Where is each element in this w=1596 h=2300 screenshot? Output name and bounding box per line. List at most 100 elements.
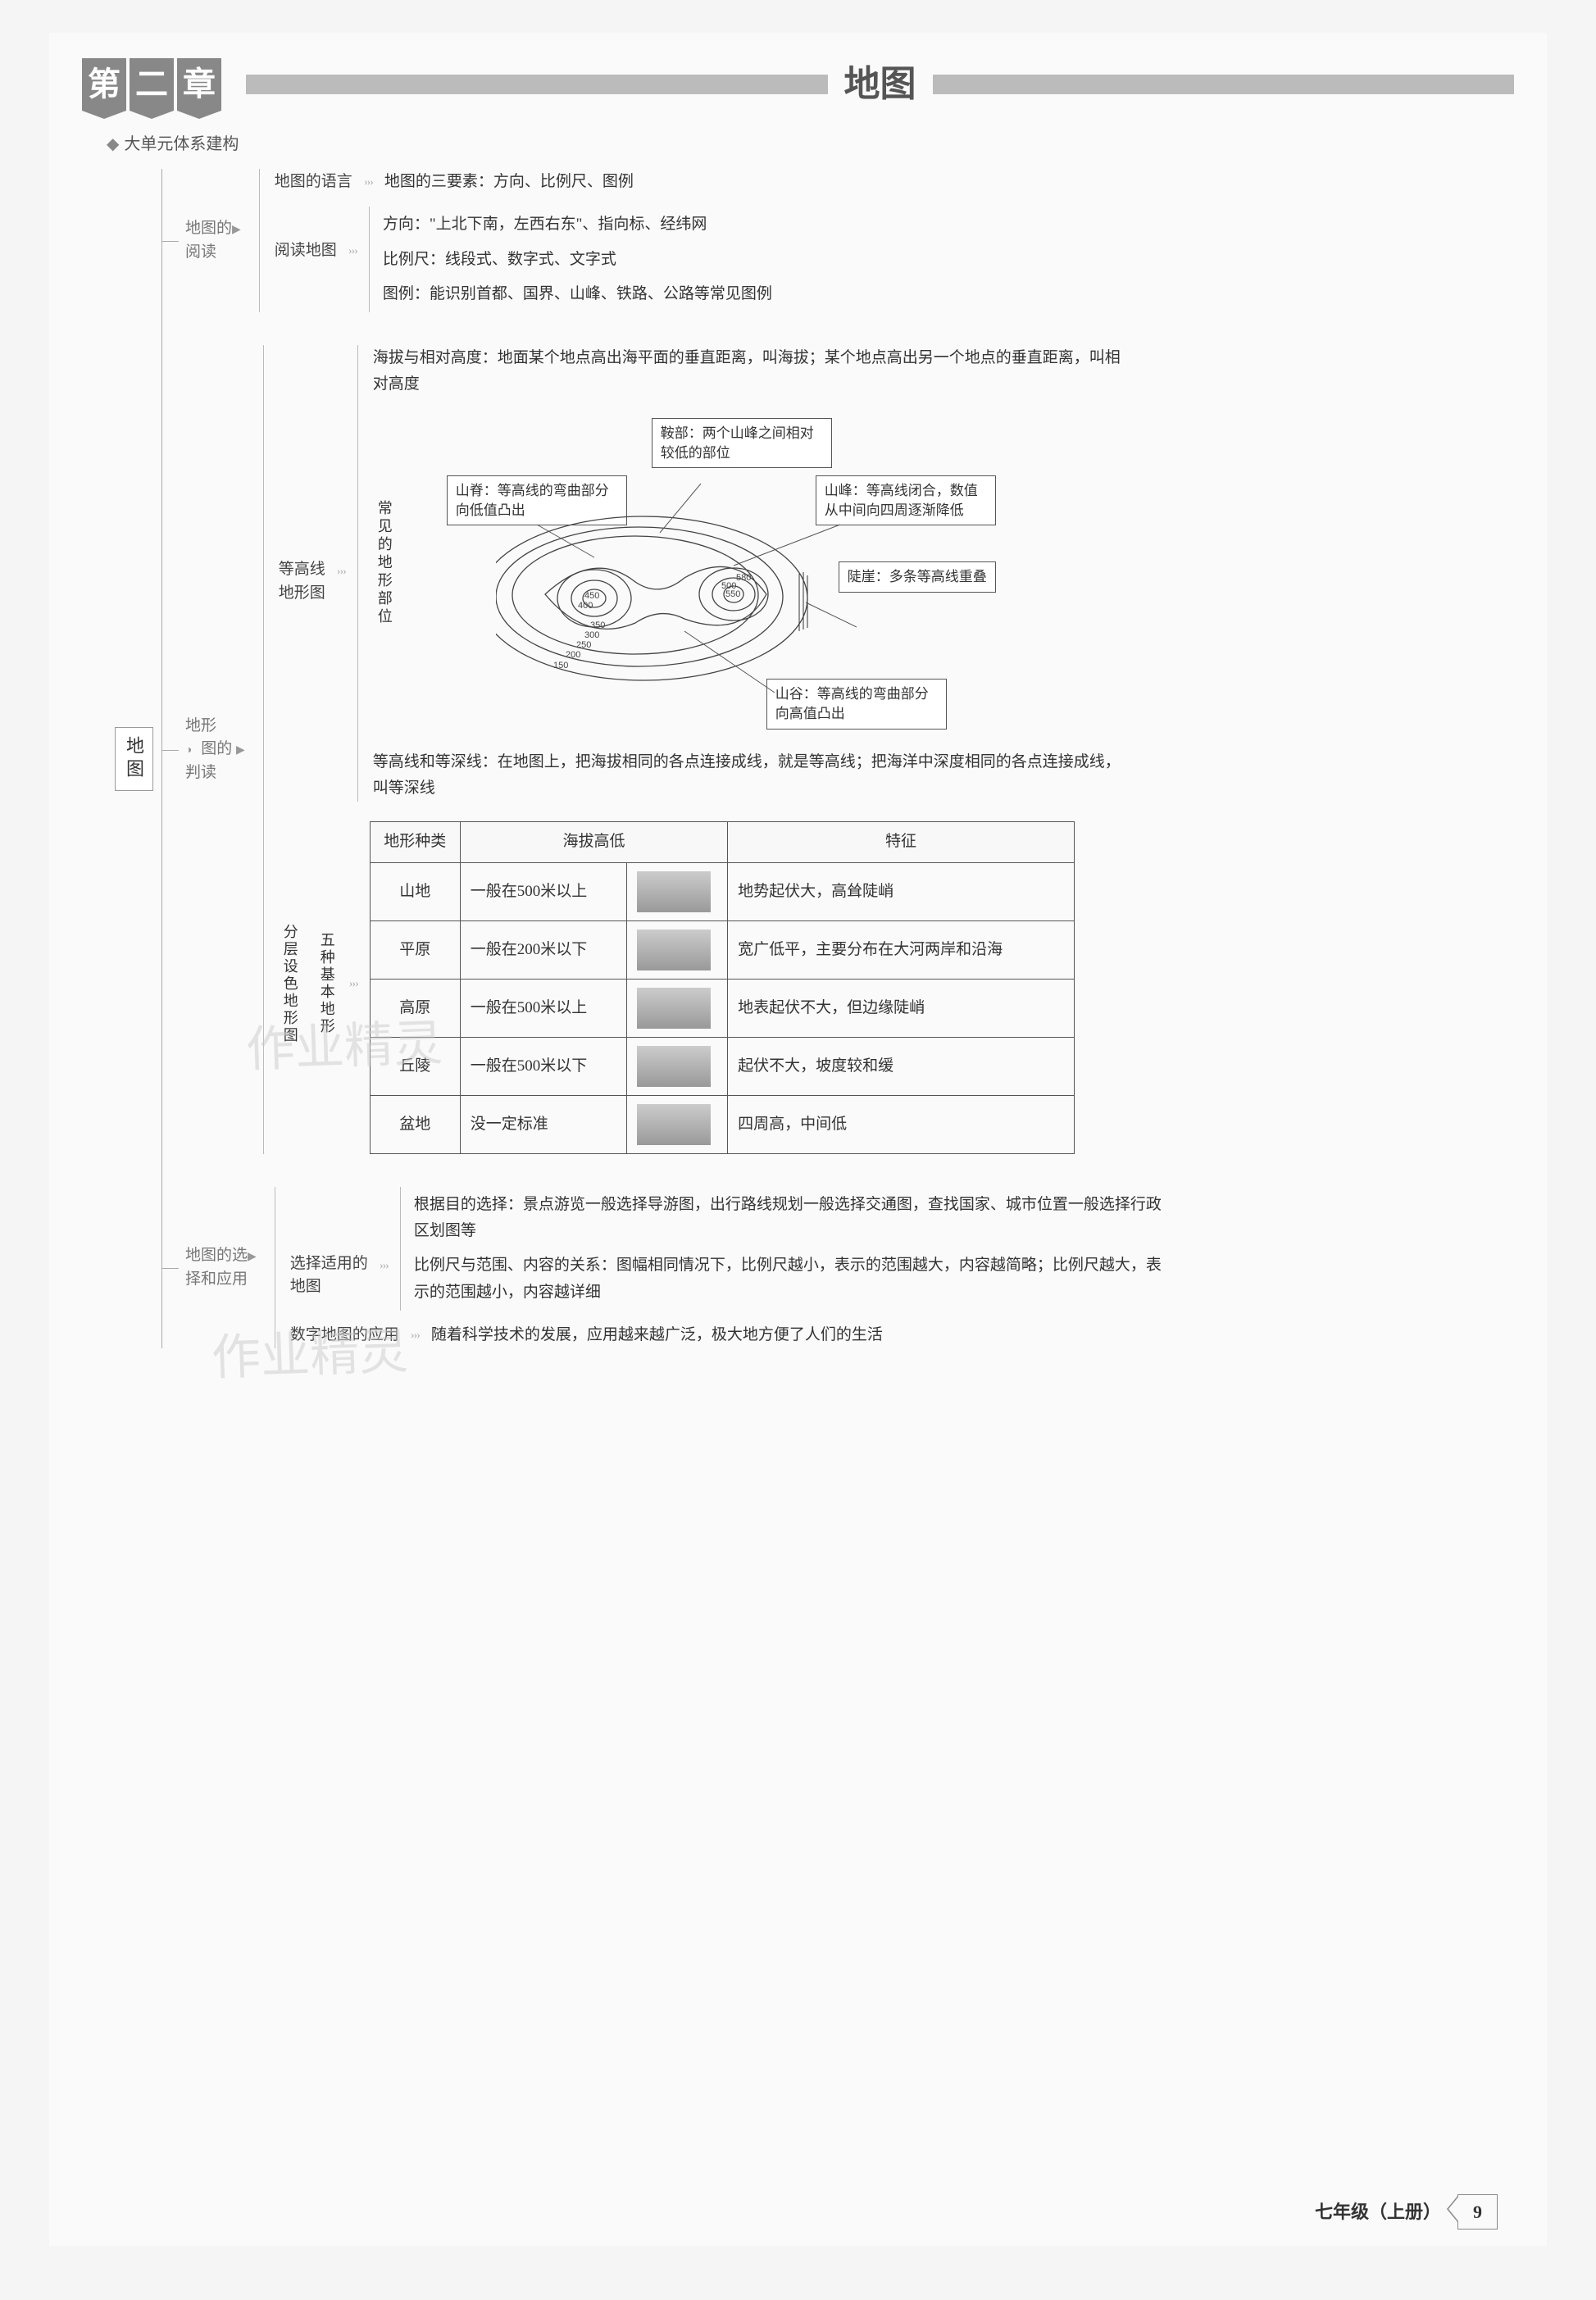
chapter-title: 地图 [844, 57, 916, 111]
select-map-items: 根据目的选择：景点游览一般选择导游图，出行路线规划一般选择交通图，查找国家、城市… [400, 1187, 1168, 1311]
read-item-scale: 比例尺：线段式、数字式、文字式 [383, 247, 772, 273]
branch-usage: 地图的选▶择和应用 选择适用的地图 ››› 根据目的选择：景点游览一般选择导游图… [162, 1187, 1168, 1348]
contour-summary: 等高线和等深线：在地图上，把海拔相同的各点连接成线，就是等高线；把海洋中深度相同… [373, 749, 1127, 802]
svg-text:580: 580 [736, 573, 751, 583]
title-bar-right [933, 75, 1515, 94]
branch-terrain: 地形◑ 图的 ▶判读 等高线地形图 ››› 海拔与相对高度：地面某个地点高出海平… [162, 345, 1168, 1154]
cell-feature: 宽广低平，主要分布在大河两岸和沿海 [728, 920, 1075, 979]
diamond-icon: ◆ [107, 135, 119, 153]
terrain-table: 地形种类 海拔高低 特征 山地 一般在500米以上 地势起伏大，高耸陡峭 [370, 821, 1075, 1154]
diagram-vlabel: 常见的地形部位 [373, 500, 395, 626]
table-row: 平原 一般在200米以下 宽广低平，主要分布在大河两岸和沿海 [370, 920, 1074, 979]
cell-feature: 四周高，中间低 [728, 1095, 1075, 1153]
branch-reading: 地图的▶阅读 地图的语言 ››› 地图的三要素：方向、比例尺、图例 阅读地图 ›… [162, 169, 1168, 312]
mindmap: 地图 地图的▶阅读 地图的语言 ››› 地图的三要素：方向、比例尺、图例 阅读地… [115, 169, 1514, 1348]
select-map-label: 选择适用的地图 [290, 1252, 368, 1299]
root-label: 地图 [115, 727, 153, 791]
page-number: 9 [1457, 2194, 1498, 2230]
branch-reading-label: 地图的▶阅读 [179, 214, 252, 267]
contour-svg: 150 200 250 300 350 400 450 500 550 [496, 484, 857, 697]
terrain-content: 等高线地形图 ››› 海拔与相对高度：地面某个地点高出海平面的垂直距离，叫海拔；… [263, 345, 1127, 1154]
page-footer: 七年级（上册） 9 [1315, 2194, 1498, 2230]
read-item-legend: 图例：能识别首都、国界、山峰、铁路、公路等常见图例 [383, 281, 772, 307]
contour-label: 等高线地形图 [279, 558, 325, 605]
section-heading-text: 大单元体系建构 [124, 135, 239, 153]
arrows-icon: ››› [337, 563, 346, 580]
cell-alt: 一般在500米以上 [460, 979, 626, 1037]
sub-layered: 分层设色地形图 五种基本地形 ››› 地形种类 海拔高低 特征 山地 一般在 [279, 813, 1127, 1154]
cell-alt: 一般在500米以上 [460, 862, 626, 920]
svg-text:400: 400 [578, 601, 593, 611]
title-bar-left [246, 75, 828, 94]
grade-label: 七年级（上册） [1315, 2198, 1441, 2225]
section-heading: ◆ 大单元体系建构 [107, 132, 1514, 157]
layered-label: 分层设色地形图 [279, 924, 301, 1044]
svg-text:250: 250 [576, 640, 591, 650]
map-language-text: 地图的三要素：方向、比例尺、图例 [384, 169, 634, 195]
cell-img [627, 1037, 728, 1095]
chapter-title-wrap: 地图 [246, 57, 1514, 111]
chapter-header: 第 二 章 地图 [82, 57, 1514, 111]
terrain-thumb-plateau [637, 988, 711, 1029]
table-row: 高原 一般在500米以上 地表起伏不大，但边缘陡峭 [370, 979, 1074, 1037]
read-map-items: 方向："上北下南，左西右东"、指向标、经纬网 比例尺：线段式、数字式、文字式 图… [369, 207, 772, 312]
sub-read-map: 阅读地图 ››› 方向："上北下南，左西右东"、指向标、经纬网 比例尺：线段式、… [275, 207, 772, 312]
cell-img [627, 920, 728, 979]
terrain-thumb-mountain [637, 871, 711, 912]
table-row: 山地 一般在500米以上 地势起伏大，高耸陡峭 [370, 862, 1074, 920]
chapter-badge: 第 二 章 [82, 58, 221, 111]
digital-map-label: 数字地图的应用 [290, 1324, 399, 1348]
cell-img [627, 979, 728, 1037]
cell-type: 盆地 [370, 1095, 460, 1153]
arrows-icon: ››› [348, 243, 357, 260]
select-item-scale: 比例尺与范围、内容的关系：图幅相同情况下，比例尺越小，表示的范围越大，内容越简略… [414, 1252, 1168, 1306]
th-feature: 特征 [728, 822, 1075, 863]
table-row: 盆地 没一定标准 四周高，中间低 [370, 1095, 1074, 1153]
svg-text:450: 450 [584, 591, 599, 601]
callout-cliff: 陡崖：多条等高线重叠 [839, 561, 996, 593]
callout-saddle: 鞍部：两个山峰之间相对较低的部位 [652, 418, 832, 469]
cell-feature: 地势起伏大，高耸陡峭 [728, 862, 1075, 920]
usage-content: 选择适用的地图 ››› 根据目的选择：景点游览一般选择导游图，出行路线规划一般选… [275, 1187, 1168, 1348]
sub-digital-map: 数字地图的应用 ››› 随着科学技术的发展，应用越来越广泛，极大地方便了人们的生… [290, 1322, 1168, 1348]
contour-content: 海拔与相对高度：地面某个地点高出海平面的垂直距离，叫海拔；某个地点高出另一个地点… [357, 345, 1127, 802]
cell-type: 山地 [370, 862, 460, 920]
cell-alt: 一般在200米以下 [460, 920, 626, 979]
svg-text:150: 150 [553, 661, 568, 670]
sub-map-language: 地图的语言 ››› 地图的三要素：方向、比例尺、图例 [275, 169, 772, 195]
badge-char-3: 章 [177, 58, 221, 111]
table-header-row: 地形种类 海拔高低 特征 [370, 822, 1074, 863]
digital-map-text: 随着科学技术的发展，应用越来越广泛，极大地方便了人们的生活 [431, 1322, 883, 1348]
select-item-purpose: 根据目的选择：景点游览一般选择导游图，出行路线规划一般选择交通图，查找国家、城市… [414, 1192, 1168, 1245]
page: 第 二 章 地图 ◆ 大单元体系建构 地图 地图的▶阅读 地图的语言 ››› 地图… [49, 33, 1547, 2246]
contour-diagram: 常见的地形部位 鞍部：两个山峰之间相对较低的部位 山脊：等高线的弯曲部分向低值凸… [373, 418, 996, 730]
arrows-icon: ››› [349, 975, 358, 993]
cell-feature: 地表起伏不大，但边缘陡峭 [728, 979, 1075, 1037]
badge-char-1: 第 [82, 58, 126, 111]
terrain-thumb-plain [637, 930, 711, 970]
map-language-label: 地图的语言 [275, 170, 352, 194]
arrows-icon: ››› [411, 1327, 420, 1344]
read-map-label: 阅读地图 [275, 239, 337, 263]
cell-alt: 一般在500米以下 [460, 1037, 626, 1095]
cell-img [627, 1095, 728, 1153]
terrain-thumb-basin [637, 1104, 711, 1145]
arrows-icon: ››› [380, 1257, 389, 1275]
layered-sublabel: 五种基本地形 [316, 932, 338, 1035]
svg-text:350: 350 [590, 620, 605, 630]
badge-char-2: 二 [130, 58, 174, 111]
arrows-icon: ››› [364, 174, 373, 191]
level1-branches: 地图的▶阅读 地图的语言 ››› 地图的三要素：方向、比例尺、图例 阅读地图 ›… [161, 169, 1168, 1348]
table-row: 丘陵 一般在500米以下 起伏不大，坡度较和缓 [370, 1037, 1074, 1095]
cell-type: 平原 [370, 920, 460, 979]
cell-feature: 起伏不大，坡度较和缓 [728, 1037, 1075, 1095]
branch-terrain-label: 地形◑ 图的 ▶判读 [179, 711, 257, 789]
cell-type: 高原 [370, 979, 460, 1037]
sub-select-map: 选择适用的地图 ››› 根据目的选择：景点游览一般选择导游图，出行路线规划一般选… [290, 1187, 1168, 1311]
svg-text:300: 300 [584, 630, 599, 640]
cell-type: 丘陵 [370, 1037, 460, 1095]
th-altitude: 海拔高低 [460, 822, 727, 863]
altitude-definition: 海拔与相对高度：地面某个地点高出海平面的垂直距离，叫海拔；某个地点高出另一个地点… [373, 345, 1127, 398]
terrain-thumb-hill [637, 1046, 711, 1087]
read-item-direction: 方向："上北下南，左西右东"、指向标、经纬网 [383, 211, 772, 238]
